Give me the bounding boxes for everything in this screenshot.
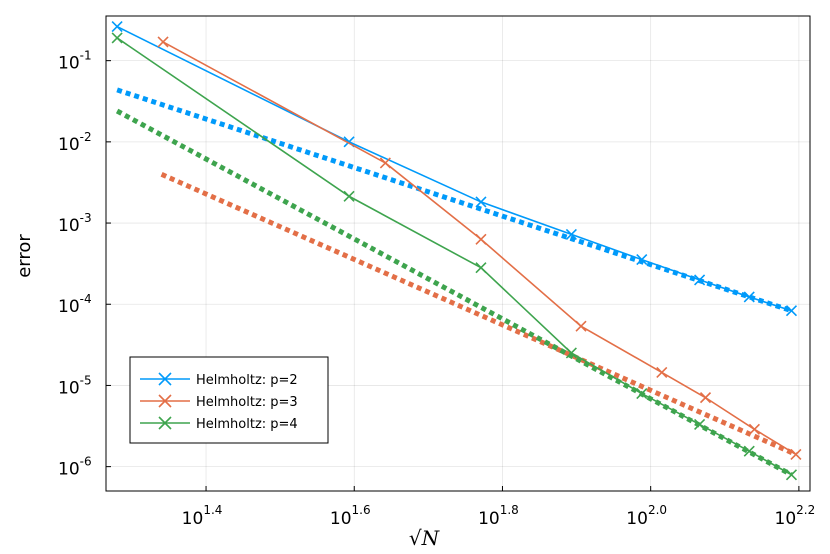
- series-line: [116, 37, 792, 476]
- y-tick-base: 10: [58, 378, 80, 398]
- x-tick-exponent: 2.2: [796, 503, 815, 517]
- legend-swatch-marker: [158, 372, 172, 386]
- y-tick-exponent: -3: [80, 211, 92, 225]
- y-tick-base: 10: [58, 297, 80, 317]
- data-point-marker: [475, 262, 487, 274]
- data-point-marker: [790, 448, 802, 461]
- y-tick-label: 10-1: [58, 49, 92, 74]
- data-point-marker: [565, 228, 577, 240]
- reference-line: [116, 87, 793, 314]
- y-tick-label: 10-2: [58, 130, 92, 155]
- series-line: [116, 25, 792, 312]
- y-tick-label: 10-5: [58, 373, 92, 398]
- legend: Helmholtz: p=2 Helmholtz: p=3 Helmholtz: p…: [129, 356, 329, 444]
- y-tick-label: 10-6: [58, 455, 92, 480]
- grid: [106, 16, 810, 491]
- legend-swatch-marker: [158, 394, 172, 408]
- data-point-marker: [743, 291, 755, 303]
- data-point-marker: [636, 387, 648, 400]
- reference-lines: [115, 87, 797, 477]
- x-tick-label: 101.4: [182, 503, 223, 529]
- y-tick-base: 10: [58, 54, 80, 74]
- y-axis-label: error: [14, 234, 35, 278]
- data-point-marker: [379, 157, 391, 169]
- series-line: [162, 41, 797, 456]
- legend-entry-label: Helmholtz: p=2: [196, 373, 298, 388]
- legend-swatch-marker: [158, 416, 172, 430]
- reference-line: [160, 172, 797, 457]
- data-point-marker: [565, 347, 577, 359]
- data-point-marker: [656, 366, 668, 379]
- y-tick-exponent: -6: [80, 455, 92, 469]
- y-tick-exponent: -2: [80, 130, 92, 144]
- data-point-marker: [743, 445, 755, 457]
- x-tick-label: 101.8: [478, 503, 519, 529]
- x-tick-label: 102.0: [626, 503, 667, 529]
- y-tick-exponent: -5: [80, 373, 92, 387]
- x-tick-exponent: 1.8: [500, 503, 519, 517]
- legend-entry-label: Helmholtz: p=4: [196, 417, 298, 432]
- x-tick-label: 102.2: [775, 503, 816, 529]
- data-point-marker: [475, 233, 487, 245]
- data-point-marker: [785, 469, 798, 481]
- x-axis-ticks: 101.4 101.6 101.8 102.0 102.2: [182, 486, 816, 529]
- data-point-marker: [694, 418, 706, 430]
- x-tick-base: 10: [182, 509, 204, 529]
- x-axis-label: √N: [409, 526, 441, 550]
- x-tick-exponent: 1.6: [352, 503, 371, 517]
- data-point-marker: [748, 423, 760, 435]
- data-point-marker: [636, 254, 648, 266]
- y-tick-base: 10: [58, 460, 80, 480]
- y-tick-exponent: -4: [80, 292, 92, 306]
- data-point-marker: [575, 320, 587, 332]
- x-tick-label: 101.6: [330, 503, 371, 529]
- data-point-marker: [111, 20, 123, 33]
- data-point-marker: [157, 36, 169, 48]
- y-tick-base: 10: [58, 216, 80, 236]
- y-axis-ticks: 10-110-210-310-410-510-6: [58, 49, 111, 480]
- legend-entry-label: Helmholtz: p=3: [196, 395, 298, 410]
- x-tick-base: 10: [626, 509, 648, 529]
- y-tick-label: 10-3: [58, 211, 92, 236]
- x-tick-exponent: 2.0: [648, 503, 667, 517]
- data-point-marker: [785, 305, 798, 317]
- data-point-marker: [111, 32, 123, 44]
- y-tick-exponent: -1: [80, 49, 92, 63]
- x-tick-base: 10: [478, 509, 500, 529]
- data-point-marker: [699, 392, 712, 404]
- plot-frame: [105, 15, 811, 492]
- series-lines: [111, 20, 802, 481]
- x-tick-base: 10: [330, 509, 352, 529]
- x-tick-exponent: 1.4: [203, 503, 222, 517]
- y-tick-base: 10: [58, 135, 80, 155]
- data-point-marker: [694, 274, 706, 286]
- x-tick-base: 10: [775, 509, 797, 529]
- data-point-marker: [343, 190, 355, 202]
- y-tick-label: 10-4: [58, 292, 92, 317]
- data-point-marker: [475, 196, 487, 208]
- reference-line: [115, 108, 793, 477]
